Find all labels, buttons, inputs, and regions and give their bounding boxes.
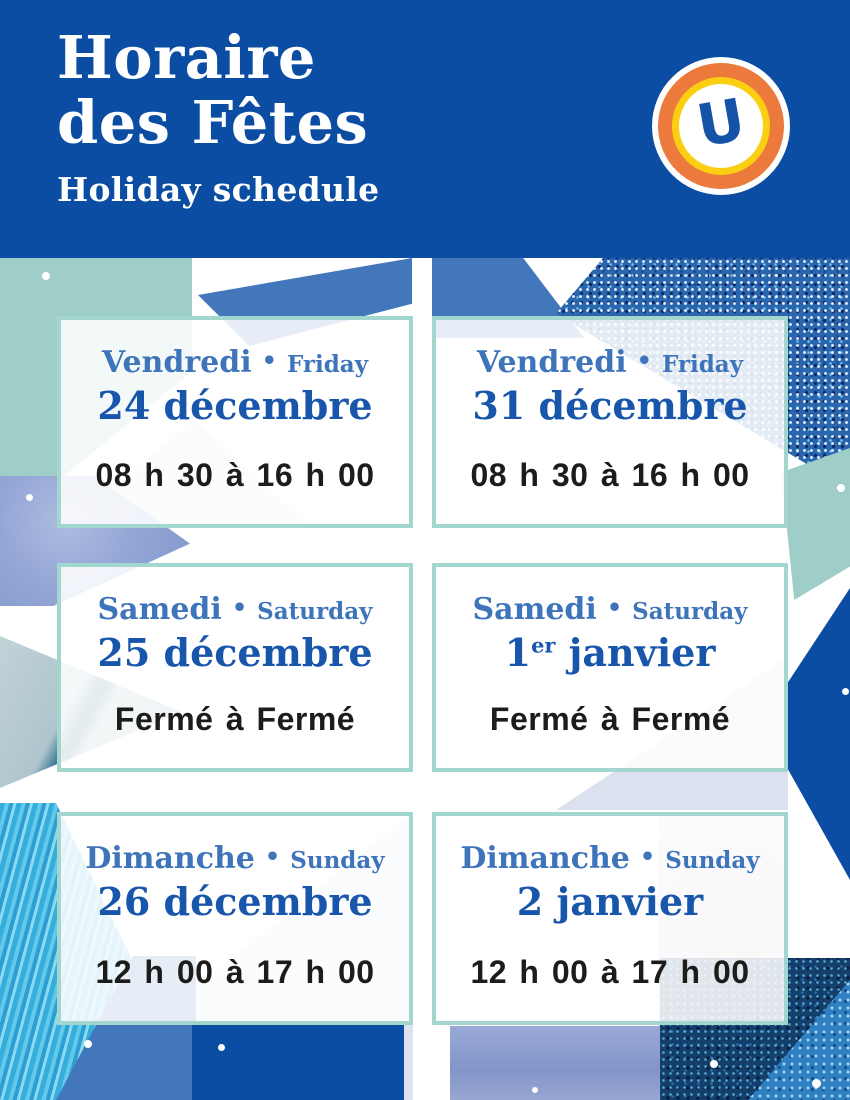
schedule-card-dec25: Samedi • Saturday 25 décembre Fermé à Fe… (57, 563, 413, 772)
schedule-card-jan2: Dimanche • Sunday 2 janvier 12 h 00 à 17… (432, 812, 788, 1025)
bullet-separator: • (606, 593, 623, 622)
day-name-english: Saturday (257, 597, 373, 625)
day-line: Vendredi • Friday (102, 348, 368, 378)
day-line: Samedi • Saturday (98, 595, 373, 625)
date-tail-text: janvier (555, 630, 716, 675)
date-main-text: 24 décembre (97, 383, 373, 428)
brand-logo-letter: U (692, 85, 751, 161)
page-title-line2: des Fêtes (57, 87, 369, 157)
bullet-separator: • (639, 842, 656, 871)
hours-label: Fermé à Fermé (489, 701, 731, 737)
snow-dot (812, 1079, 821, 1088)
bg-watercolor-bottom (450, 1026, 666, 1100)
bullet-separator: • (231, 593, 248, 622)
day-name-french: Vendredi (101, 345, 252, 380)
schedule-card-dec31: Vendredi • Friday 31 décembre 08 h 30 à … (432, 316, 788, 528)
snow-dot (837, 484, 845, 492)
snow-dot (532, 1087, 538, 1093)
date-main-text: 26 décembre (97, 879, 373, 924)
day-name-english: Saturday (632, 597, 748, 625)
hours-label: Fermé à Fermé (114, 701, 356, 737)
day-name-english: Friday (661, 350, 744, 378)
page-title-line1: Horaire (57, 23, 316, 92)
header-titles: Horaire des Fêtes Holiday schedule (57, 23, 380, 209)
day-name-french: Samedi (472, 592, 597, 627)
day-name-french: Vendredi (476, 345, 627, 380)
date-main-text: 25 décembre (97, 630, 373, 675)
snow-dot (710, 1060, 718, 1068)
snow-dot (842, 688, 849, 695)
snow-dot (84, 1040, 92, 1048)
hours-label: 12 h 00 à 17 h 00 (95, 954, 375, 990)
date-main-text: 31 décembre (472, 383, 748, 428)
snow-dot (218, 1044, 225, 1051)
day-name-english: Sunday (290, 846, 385, 874)
day-line: Vendredi • Friday (477, 348, 743, 378)
day-name-french: Dimanche (85, 841, 255, 876)
date-label: 2 janvier (517, 880, 703, 924)
date-label: 24 décembre (97, 384, 372, 428)
hours-label: 08 h 30 à 16 h 00 (95, 457, 375, 493)
date-ordinal-suffix: er (531, 632, 556, 658)
snow-dot (42, 272, 50, 280)
day-line: Dimanche • Sunday (460, 844, 759, 874)
day-line: Samedi • Saturday (473, 595, 748, 625)
bg-dark-rect-bottom (192, 1024, 404, 1100)
schedule-card-jan1: Samedi • Saturday 1er janvier Fermé à Fe… (432, 563, 788, 772)
day-name-french: Samedi (97, 592, 222, 627)
date-label: 1er janvier (505, 631, 716, 675)
date-label: 26 décembre (97, 880, 372, 924)
snow-dot (26, 494, 33, 501)
bullet-separator: • (636, 346, 652, 375)
schedule-card-dec26: Dimanche • Sunday 26 décembre 12 h 00 à … (57, 812, 413, 1025)
day-line: Dimanche • Sunday (85, 844, 384, 874)
bullet-separator: • (261, 346, 277, 375)
day-name-english: Friday (286, 350, 369, 378)
day-name-english: Sunday (665, 846, 760, 874)
bullet-separator: • (264, 842, 281, 871)
day-name-french: Dimanche (460, 841, 630, 876)
date-main-text: 2 janvier (516, 879, 704, 924)
brand-logo-orange-ring: U (658, 63, 784, 189)
header-banner: Horaire des Fêtes Holiday schedule U (0, 0, 850, 258)
hours-label: 12 h 00 à 17 h 00 (470, 954, 750, 990)
page-subtitle: Holiday schedule (57, 169, 380, 209)
brand-logo-yellow-ring: U (672, 77, 770, 175)
schedule-card-dec24: Vendredi • Friday 24 décembre 08 h 30 à … (57, 316, 413, 528)
hours-label: 08 h 30 à 16 h 00 (470, 457, 750, 493)
page-title: Horaire des Fêtes (57, 23, 379, 157)
date-label: 25 décembre (97, 631, 372, 675)
date-main-text: 1 (504, 630, 532, 675)
brand-logo: U (652, 57, 790, 195)
date-label: 31 décembre (472, 384, 747, 428)
